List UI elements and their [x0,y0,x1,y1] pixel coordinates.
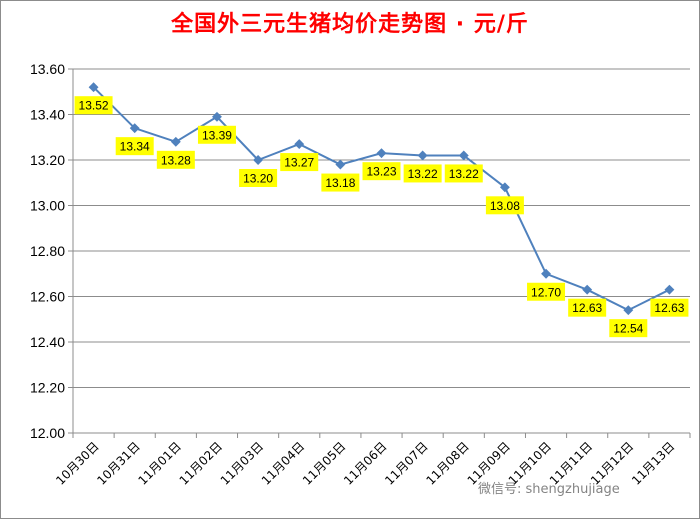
x-tick-label: 11月04日 [259,439,307,487]
y-tick-label: 12.60 [30,289,65,305]
data-label-box [280,153,319,172]
data-label-box [362,162,401,181]
data-label-box [115,137,154,156]
data-point [253,155,264,165]
data-label-box [321,173,360,192]
data-label-text: 13.23 [366,165,396,179]
y-tick-label: 12.80 [30,243,65,259]
data-label-text: 13.39 [202,128,232,142]
x-tick-label: 11月02日 [177,439,225,487]
data-point [88,82,99,93]
data-label-box [197,125,236,144]
data-point [458,150,469,161]
data-label-text: 12.63 [654,301,684,315]
data-label: 13.52 [74,96,113,115]
data-label: 13.08 [485,196,524,215]
data-label: 13.39 [197,125,236,144]
data-label-box [156,150,195,169]
y-tick-label: 13.00 [30,198,65,214]
data-point [335,159,346,170]
data-label: 13.28 [156,150,195,169]
data-label: 13.22 [444,164,483,183]
data-label-text: 13.27 [284,156,314,170]
y-tick-label: 13.60 [30,61,65,77]
data-point [129,123,140,134]
data-point [212,111,222,122]
data-point [623,305,634,316]
data-label-text: 13.22 [449,167,479,181]
data-point [294,139,305,150]
data-label-text: 12.63 [572,301,602,315]
y-tick-label: 12.00 [30,425,65,441]
data-label: 13.23 [362,162,401,181]
data-point [582,284,593,295]
data-label-box [485,196,524,215]
series-polyline [92,86,670,312]
y-tick-label: 13.40 [30,107,65,123]
data-label: 12.54 [609,319,648,338]
data-label-box [609,319,648,338]
y-tick-label: 12.40 [30,334,65,350]
x-tick-label: 11月07日 [382,439,430,487]
series-line [88,82,675,316]
y-tick-label: 12.20 [30,380,65,396]
data-label-text: 13.28 [161,153,191,167]
data-label-text: 13.08 [490,199,520,213]
data-label: 13.34 [115,137,154,156]
data-label-box [650,298,689,317]
x-tick-label: 11月01日 [135,439,183,487]
data-point [664,284,675,295]
data-point [170,136,181,147]
data-label-box [568,298,607,317]
data-label-text: 13.22 [408,167,438,181]
data-label-box [239,169,278,187]
data-point [541,268,551,279]
data-label-text: 13.34 [120,140,150,154]
watermark-text: 微信号: shengzhujiage [478,482,620,497]
chart-title: 全国外三元生猪均价走势图 · 元/斤 [171,12,529,37]
data-label-box [444,164,483,183]
data-label: 12.63 [650,298,689,317]
data-label-text: 12.54 [613,322,643,336]
data-label: 12.63 [568,298,607,317]
data-label: 13.27 [280,153,319,172]
data-label-text: 13.20 [243,172,273,186]
data-label: 13.20 [239,169,278,187]
x-tick-label: 11月08日 [423,439,471,487]
data-labels: 13.52 13.34 13.28 13.39 13.20 13.27 13.18 13.23… [74,96,689,338]
x-tick-label: 11月03日 [218,439,266,487]
x-tick-label: 11月13日 [629,439,677,487]
data-point [417,150,428,161]
data-point [499,182,510,193]
x-tick-label: 10月30日 [53,439,101,487]
data-label-box [403,164,442,183]
y-tick-label: 13.20 [30,152,65,168]
data-label-text: 12.70 [531,285,561,299]
gridlines [73,68,690,388]
data-label-box [527,282,566,301]
x-tick-label: 11月06日 [341,439,389,487]
x-tick-label: 10月31日 [94,439,142,487]
data-label: 13.18 [321,173,360,192]
data-point [376,148,387,159]
data-label-text: 13.52 [79,99,109,113]
data-label-text: 13.18 [325,176,355,190]
x-tick-label: 11月05日 [300,439,348,487]
data-label: 13.22 [403,164,442,183]
data-label: 12.70 [527,282,566,301]
y-axis: 12.00 12.20 12.40 12.60 12.80 13.00 13.20 13.40… [30,61,74,441]
data-label-box [74,96,113,115]
